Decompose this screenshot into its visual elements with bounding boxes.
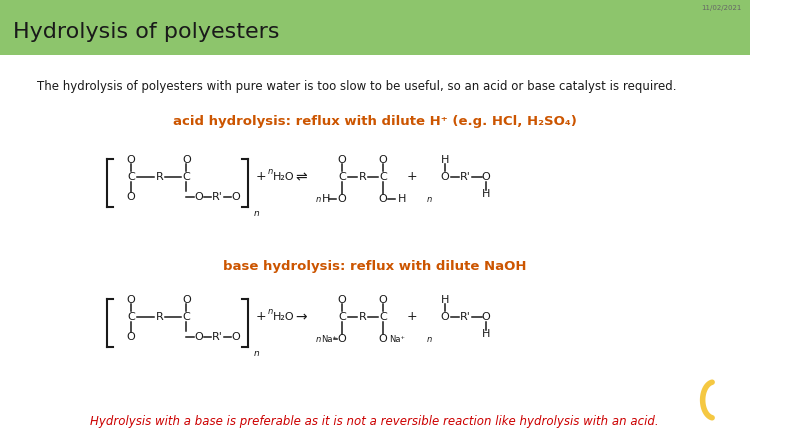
Text: O: O xyxy=(482,312,490,322)
Text: H₂O: H₂O xyxy=(273,172,294,182)
Text: R': R' xyxy=(212,192,222,202)
Text: R: R xyxy=(155,312,163,322)
Text: O: O xyxy=(232,332,241,342)
Text: Na⁺: Na⁺ xyxy=(389,335,405,343)
Text: H: H xyxy=(482,329,490,339)
Text: n: n xyxy=(254,349,260,358)
Text: H₂O: H₂O xyxy=(273,312,294,322)
Text: →: → xyxy=(295,310,306,324)
Text: O: O xyxy=(182,155,191,165)
Text: +: + xyxy=(255,310,266,323)
Text: O: O xyxy=(338,155,346,165)
Text: C: C xyxy=(338,172,346,182)
Text: The hydrolysis of polyesters with pure water is too slow to be useful, so an aci: The hydrolysis of polyesters with pure w… xyxy=(38,80,677,93)
Text: +: + xyxy=(407,310,418,323)
Text: n: n xyxy=(316,335,321,343)
Text: O: O xyxy=(126,192,135,202)
Text: C: C xyxy=(338,312,346,322)
Text: O: O xyxy=(232,192,241,202)
Text: 11/02/2021: 11/02/2021 xyxy=(702,5,742,11)
Text: n: n xyxy=(426,335,431,343)
Text: R: R xyxy=(155,172,163,182)
Text: n: n xyxy=(268,167,273,175)
Text: ⇌: ⇌ xyxy=(295,170,306,184)
Text: base hydrolysis: reflux with dilute NaOH: base hydrolysis: reflux with dilute NaOH xyxy=(223,260,526,273)
Text: C: C xyxy=(379,172,387,182)
Text: R: R xyxy=(358,312,366,322)
Text: Hydrolysis of polyesters: Hydrolysis of polyesters xyxy=(13,22,280,42)
Text: C: C xyxy=(127,172,135,182)
Text: H: H xyxy=(441,295,450,305)
Text: O: O xyxy=(482,172,490,182)
Text: O: O xyxy=(338,295,346,305)
Text: acid hydrolysis: reflux with dilute H⁺ (e.g. HCl, H₂SO₄): acid hydrolysis: reflux with dilute H⁺ (… xyxy=(173,115,577,128)
Text: O: O xyxy=(441,172,450,182)
Text: Na⁺: Na⁺ xyxy=(322,335,338,343)
Text: O: O xyxy=(379,295,387,305)
Text: O: O xyxy=(338,194,346,204)
Text: H: H xyxy=(482,189,490,199)
Text: +: + xyxy=(407,171,418,184)
Text: n: n xyxy=(268,307,273,316)
Text: R: R xyxy=(358,172,366,182)
Text: H: H xyxy=(441,155,450,165)
Text: R': R' xyxy=(212,332,222,342)
Text: O: O xyxy=(126,295,135,305)
Text: C: C xyxy=(182,172,190,182)
Text: C: C xyxy=(127,312,135,322)
Text: Hydrolysis with a base is preferable as it is not a reversible reaction like hyd: Hydrolysis with a base is preferable as … xyxy=(90,416,659,429)
Text: R': R' xyxy=(460,312,471,322)
Text: O: O xyxy=(194,332,203,342)
FancyBboxPatch shape xyxy=(0,0,750,55)
Text: H: H xyxy=(322,194,330,204)
Text: n: n xyxy=(254,209,260,218)
Text: O: O xyxy=(441,312,450,322)
Text: R': R' xyxy=(460,172,471,182)
Text: O: O xyxy=(338,334,346,344)
Text: C: C xyxy=(182,312,190,322)
Text: n: n xyxy=(316,194,321,204)
Text: O: O xyxy=(126,155,135,165)
Text: O: O xyxy=(194,192,203,202)
Text: C: C xyxy=(379,312,387,322)
Text: O: O xyxy=(182,295,191,305)
Text: O: O xyxy=(379,194,387,204)
Text: H: H xyxy=(398,194,406,204)
Text: O: O xyxy=(379,155,387,165)
Text: O: O xyxy=(126,332,135,342)
Text: O: O xyxy=(379,334,387,344)
Text: n: n xyxy=(426,194,431,204)
Text: +: + xyxy=(255,171,266,184)
